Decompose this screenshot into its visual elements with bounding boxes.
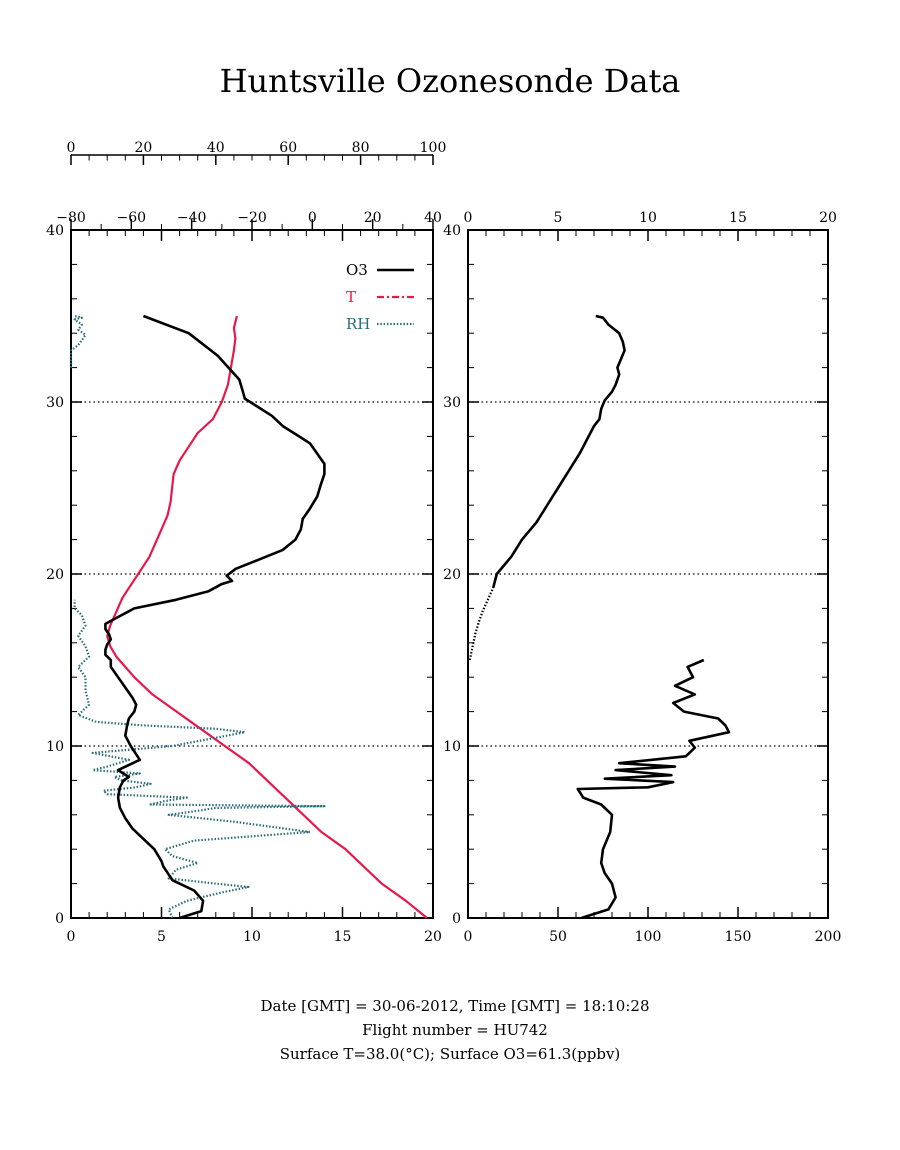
- left-ytick-label: 30: [46, 395, 64, 411]
- left-bottom-axis-tick-label: 5: [157, 929, 166, 945]
- left-panel: 0 10 20 30 40 0 5 10 15 20 −80 −60 −40 −20 0 20 40 0 20 40 6…: [46, 140, 446, 945]
- right-ytick-label: 0: [452, 911, 461, 927]
- temperature-series-line: [106, 315, 428, 919]
- ppmv-axis-tick-label: 15: [729, 210, 747, 226]
- ppmv-axis-tick-label: 20: [819, 210, 837, 226]
- right-bottom-axis-tick-label: 200: [815, 929, 842, 945]
- temperature-axis-tick-label: −40: [177, 210, 207, 226]
- left-ytick-label: 40: [46, 223, 64, 239]
- rh-axis-tick-label: 0: [67, 140, 76, 156]
- footer-surface-values: Surface T=38.0(°C); Surface O3=61.3(ppbv…: [280, 1045, 621, 1063]
- temperature-axis-tick-label: −20: [237, 210, 267, 226]
- left-bottom-axis-tick-label: 0: [67, 929, 76, 945]
- legend-label-o3: O3: [346, 261, 368, 279]
- rh-axis-tick-label: 80: [352, 140, 370, 156]
- footer-date-time: Date [GMT] = 30-06-2012, Time [GMT] = 18…: [260, 997, 649, 1015]
- rh-axis-tick-label: 100: [420, 140, 447, 156]
- rh-axis-tick-label: 20: [134, 140, 152, 156]
- temperature-axis-tick-label: 20: [364, 210, 382, 226]
- right-ytick-label: 20: [443, 567, 461, 583]
- ppmv-axis-tick-label: 0: [464, 210, 473, 226]
- right-ytick-label: 40: [443, 223, 461, 239]
- mixing-ratio-series-line-1: [468, 587, 495, 661]
- left-ytick-label: 0: [55, 911, 64, 927]
- footer-flight-number: Flight number = HU742: [362, 1021, 548, 1039]
- temperature-axis-tick-label: 40: [424, 210, 442, 226]
- mixing-ratio-series-line-0: [576, 658, 731, 920]
- left-ytick-label: 20: [46, 567, 64, 583]
- right-bottom-axis-tick-label: 0: [464, 929, 473, 945]
- right-bottom-axis-tick-label: 150: [725, 929, 752, 945]
- left-bottom-axis-tick-label: 20: [424, 929, 442, 945]
- left-ytick-label: 10: [46, 739, 64, 755]
- temperature-axis-tick-label: 0: [308, 210, 317, 226]
- chart-title: Huntsville Ozonesonde Data: [220, 62, 681, 100]
- left-bottom-axis-tick-label: 10: [243, 929, 261, 945]
- ppmv-axis-tick-label: 10: [639, 210, 657, 226]
- o3-series-line: [104, 314, 326, 920]
- footer: Date [GMT] = 30-06-2012, Time [GMT] = 18…: [260, 997, 649, 1063]
- legend-label-rh: RH: [346, 315, 370, 333]
- right-ytick-label: 10: [443, 739, 461, 755]
- temperature-axis-tick-label: −80: [56, 210, 86, 226]
- right-bottom-axis-tick-label: 50: [549, 929, 567, 945]
- right-ytick-label: 30: [443, 395, 461, 411]
- rh-axis-tick-label: 40: [207, 140, 225, 156]
- ppmv-axis-tick-label: 5: [554, 210, 563, 226]
- rh-series-line: [73, 599, 326, 919]
- temperature-axis-tick-label: −60: [117, 210, 147, 226]
- legend-label-t: T: [346, 288, 356, 306]
- left-bottom-axis-tick-label: 15: [334, 929, 352, 945]
- rh-series-line-upper: [69, 314, 87, 368]
- right-bottom-axis-tick-label: 100: [635, 929, 662, 945]
- rh-axis-tick-label: 60: [279, 140, 297, 156]
- mixing-ratio-series-line-2: [491, 314, 626, 589]
